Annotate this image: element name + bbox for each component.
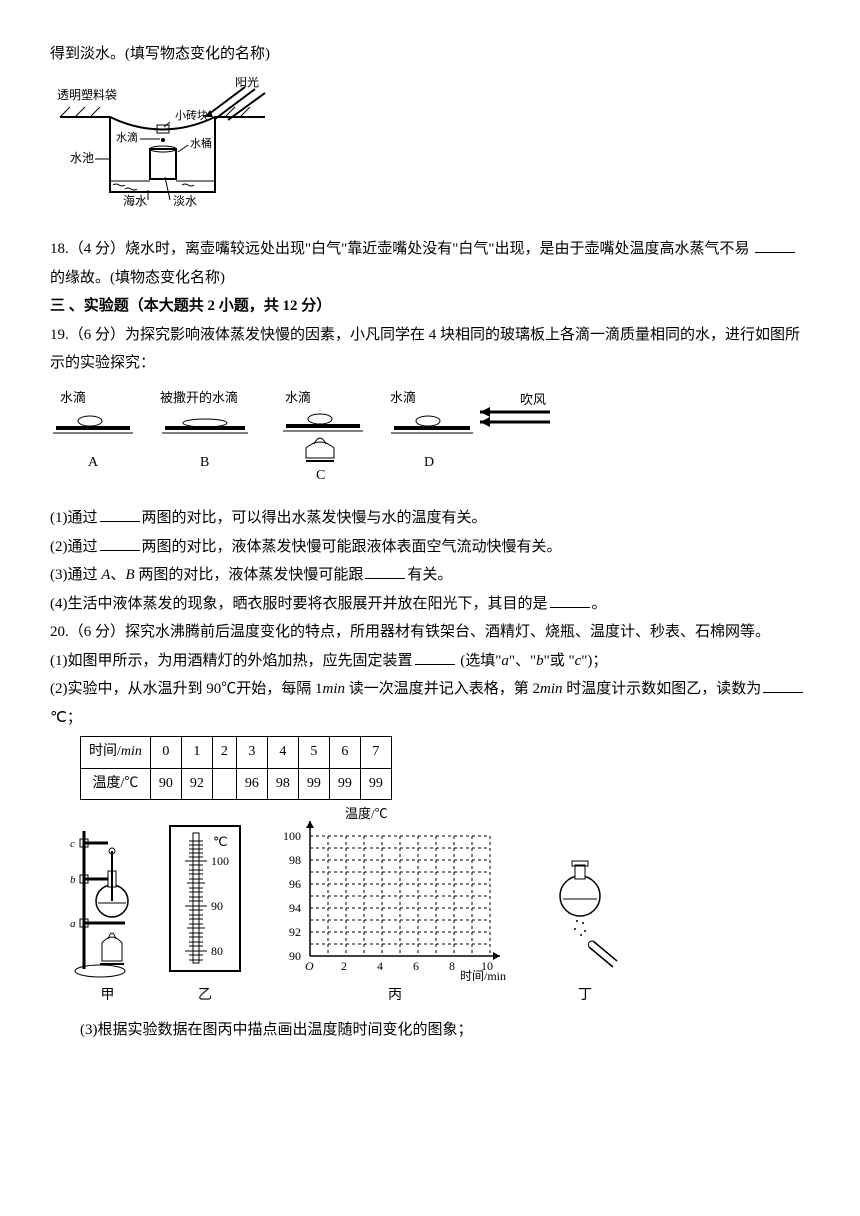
q20-figures: c b a 甲 ℃ <box>70 806 810 1010</box>
svg-text:8: 8 <box>449 959 455 973</box>
q17-cont: 得到淡水。(填写物态变化的名称) <box>50 40 810 69</box>
svg-text:a: a <box>70 918 76 930</box>
svg-text:80: 80 <box>211 944 223 958</box>
svg-text:4: 4 <box>377 959 383 973</box>
q19-2: (2)通过两图的对比，液体蒸发快慢可能跟液体表面空气流动快慢有关。 <box>50 533 810 562</box>
svg-text:水滴: 水滴 <box>390 390 416 405</box>
q20-2: (2)实验中，从水温升到 90℃开始，每隔 1min 读一次温度并记入表格，第 … <box>50 675 810 732</box>
fig-cap-a: 甲 <box>101 983 115 1010</box>
svg-text:淡水: 淡水 <box>173 194 197 208</box>
svg-text:℃: ℃ <box>213 834 228 849</box>
q19-1-blank <box>100 506 140 522</box>
svg-text:98: 98 <box>289 853 301 867</box>
q20-1: (1)如图甲所示，为用酒精灯的外焰加热，应先固定装置 (选填"a"、"b"或 "… <box>50 647 810 676</box>
q18-pts: （4 分） <box>69 241 125 257</box>
q19-3: (3)通过 A、B 两图的对比，液体蒸发快慢可能跟有关。 <box>50 561 810 590</box>
svg-text:水桶: 水桶 <box>190 136 212 150</box>
q19-figure: 水滴 A 被撒开的水滴 B 水滴 C 水滴 吹风 D <box>50 386 810 497</box>
svg-text:6: 6 <box>413 959 419 973</box>
svg-text:被撒开的水滴: 被撒开的水滴 <box>160 390 238 405</box>
svg-text:92: 92 <box>289 925 301 939</box>
svg-text:吹风: 吹风 <box>520 392 546 407</box>
svg-text:水池: 水池 <box>70 151 94 165</box>
svg-text:96: 96 <box>289 877 301 891</box>
fig-thermometer-icon: ℃ 100 90 80 <box>165 821 245 981</box>
fig-stand-icon: c b a <box>70 821 145 981</box>
q20-1-blank <box>415 649 455 665</box>
q18-num: 18. <box>50 241 69 257</box>
fig-cap-b: 乙 <box>198 983 212 1010</box>
q18: 18.（4 分）烧水时，离壶嘴较远处出现"白气"靠近壶嘴处没有"白气"出现，是由… <box>50 235 810 292</box>
q19-1: (1)通过两图的对比，可以得出水蒸发快慢与水的温度有关。 <box>50 504 810 533</box>
q20-table: 时间/min 0 1 2 3 4 5 6 7 温度/℃ 90 92 96 98 … <box>80 736 392 800</box>
svg-text:100: 100 <box>283 829 301 843</box>
svg-text:海水: 海水 <box>123 193 147 208</box>
q20-num: 20. <box>50 624 69 640</box>
svg-text:b: b <box>70 874 76 886</box>
fig-flask-icon <box>545 851 625 981</box>
q17-figure: 透明塑料袋 阳光 小砖块 水滴 水池 水桶 海水 淡水 <box>50 77 810 228</box>
q19-3-blank <box>365 563 405 579</box>
q20-2-blank <box>763 677 803 693</box>
q19-4-blank <box>550 592 590 608</box>
svg-text:90: 90 <box>289 949 301 963</box>
svg-text:94: 94 <box>289 901 301 915</box>
svg-text:C: C <box>316 468 325 483</box>
svg-text:O: O <box>305 959 314 973</box>
svg-text:c: c <box>70 838 75 850</box>
q20: 20.（6 分）探究水沸腾前后温度变化的特点，所用器材有铁架台、酒精灯、烧瓶、温… <box>50 618 810 647</box>
svg-text:B: B <box>200 455 209 470</box>
svg-text:时间/min: 时间/min <box>460 969 506 981</box>
q19-pts: （6 分） <box>69 327 125 343</box>
section-3-title: 三 、实验题（本大题共 2 小题，共 12 分） <box>50 292 810 321</box>
q20-3: (3)根据实验数据在图丙中描点画出温度随时间变化的图象； <box>50 1016 810 1045</box>
svg-text:2: 2 <box>341 959 347 973</box>
fig-cap-c: 丙 <box>388 983 402 1010</box>
fig-cap-d: 丁 <box>578 983 592 1010</box>
q19-num: 19. <box>50 327 69 343</box>
svg-text:A: A <box>88 455 99 470</box>
q19: 19.（6 分）为探究影响液体蒸发快慢的因素，小凡同学在 4 块相同的玻璃板上各… <box>50 321 810 378</box>
q18-blank <box>755 237 795 253</box>
q20-pts: （6 分） <box>69 624 125 640</box>
svg-text:D: D <box>424 455 434 470</box>
q19-2-blank <box>100 535 140 551</box>
fig-grid-icon: 温度/℃ 100 98 96 94 92 90 O 2 4 6 8 10 时间/… <box>265 806 525 981</box>
svg-text:水滴: 水滴 <box>285 390 311 405</box>
svg-text:100: 100 <box>211 854 229 868</box>
svg-text:水滴: 水滴 <box>60 390 86 405</box>
q19-4: (4)生活中液体蒸发的现象，晒衣服时要将衣服展开并放在阳光下，其目的是。 <box>50 590 810 619</box>
svg-text:90: 90 <box>211 899 223 913</box>
svg-text:透明塑料袋: 透明塑料袋 <box>57 87 117 102</box>
svg-text:水滴: 水滴 <box>116 130 138 144</box>
svg-text:温度/℃: 温度/℃ <box>345 806 388 821</box>
svg-text:阳光: 阳光 <box>235 77 259 89</box>
svg-text:小砖块: 小砖块 <box>175 108 208 122</box>
